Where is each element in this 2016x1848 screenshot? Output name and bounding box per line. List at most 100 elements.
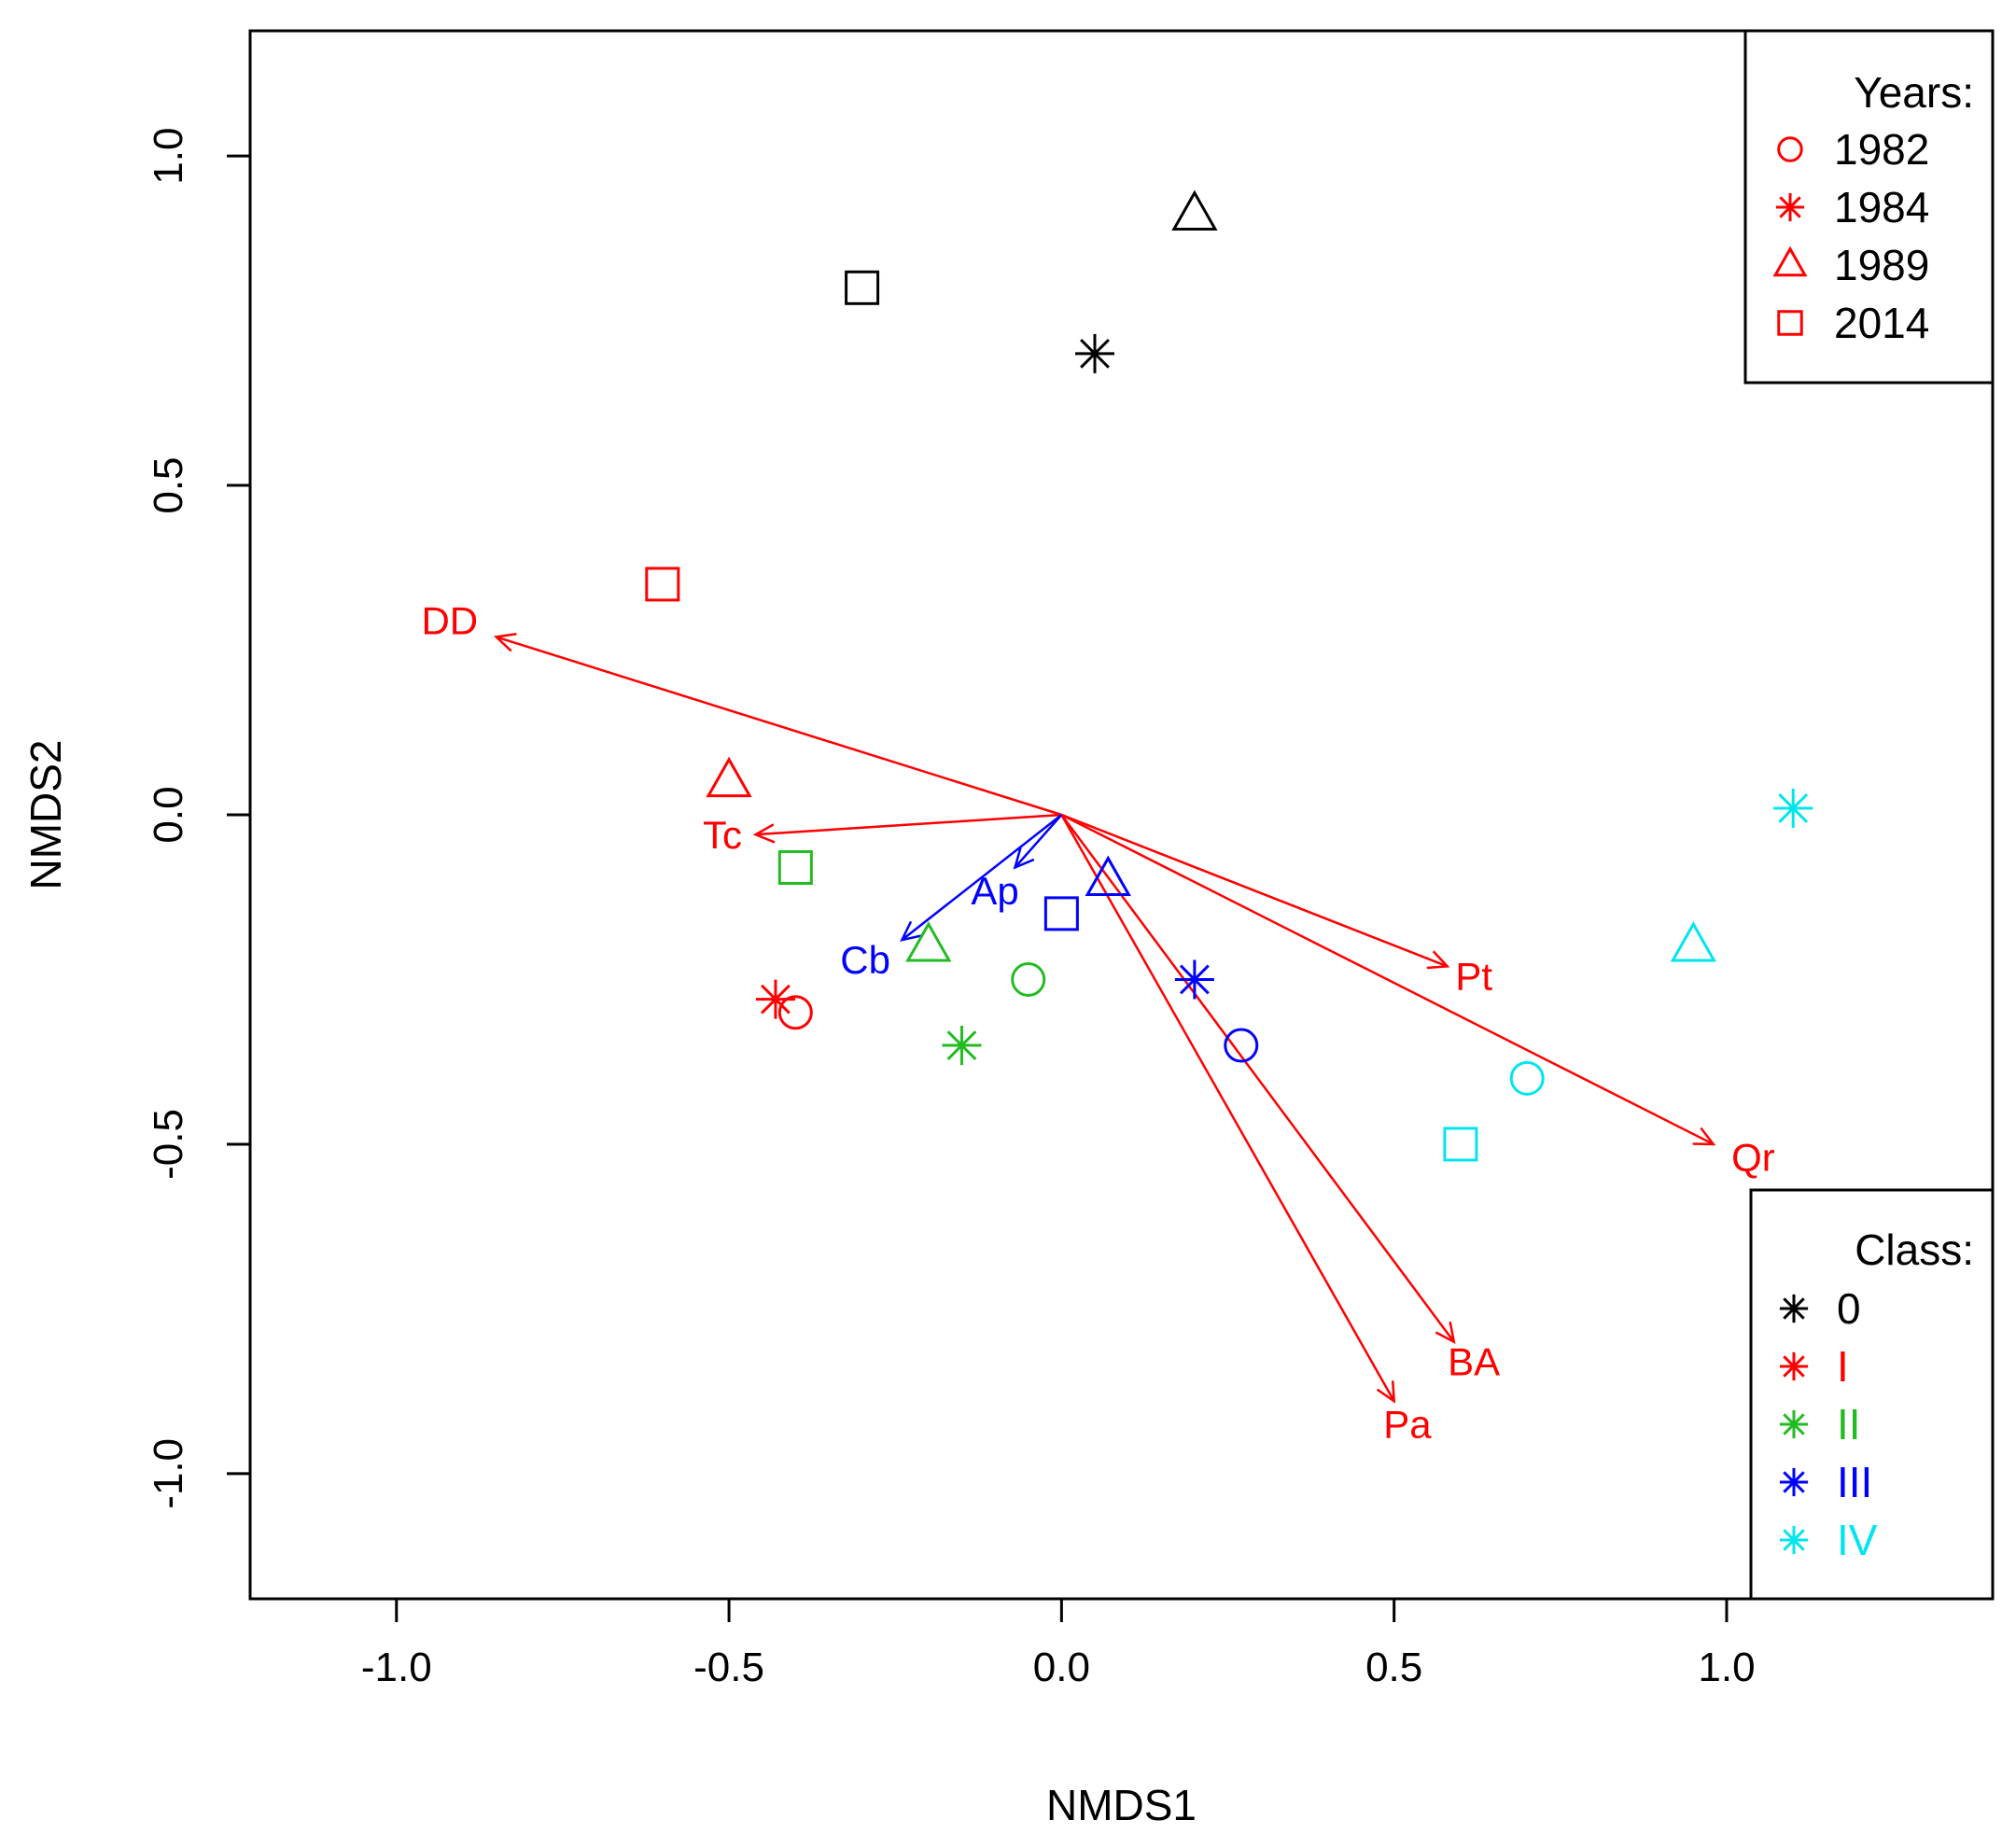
vector-arrowhead [1426, 950, 1450, 970]
legend-class-marker-0 [1779, 1294, 1809, 1323]
legend-class-label: II [1837, 1400, 1861, 1449]
vector-line [1060, 813, 1715, 1146]
point-class-ii-2014 [777, 849, 813, 885]
asterisk-stroke [946, 1030, 977, 1060]
vector-arrowhead [1692, 1127, 1716, 1146]
vector-arrowhead [900, 920, 923, 942]
point-class-iv-1984 [1773, 788, 1813, 828]
point-class-0-1989 [1171, 189, 1218, 231]
legend-class-marker-ii [1779, 1409, 1809, 1439]
legend-classes-title: Class: [1855, 1225, 1974, 1274]
asterisk-stroke [1779, 196, 1801, 218]
vector-label: DD [421, 598, 478, 642]
legend-years-title: Years: [1854, 68, 1974, 117]
vector-line [1014, 814, 1063, 869]
legend-years-label: 2014 [1834, 299, 1929, 347]
vector-line [1060, 814, 1395, 1402]
point-class-ii-1989 [905, 921, 952, 962]
x-tick-label: -1.0 [361, 1645, 432, 1690]
point-class-i-1982 [777, 995, 813, 1030]
point-class-i-1984 [755, 979, 795, 1019]
point-class-iii-1984 [1174, 959, 1214, 1000]
point-class-i-1989 [706, 756, 752, 798]
legend-years-label: 1982 [1834, 125, 1929, 174]
vector-label: Ap [971, 869, 1018, 913]
legend-class-label: 0 [1837, 1284, 1861, 1333]
point-class-i-2014 [645, 567, 680, 602]
point-class-iv-2014 [1443, 1127, 1478, 1162]
legend-years-label: 1989 [1834, 241, 1929, 289]
x-tick-label: -0.5 [693, 1645, 764, 1690]
vector-ap: Ap [971, 814, 1063, 913]
vector-tc: Tc [703, 813, 1062, 857]
y-tick-label: 0.0 [146, 786, 191, 843]
vector-label: Qr [1731, 1136, 1775, 1180]
vector-line [901, 814, 1063, 942]
vector-qr: Qr [1060, 813, 1775, 1180]
legend-class-label: IV [1837, 1516, 1878, 1564]
vector-pt: Pt [1060, 813, 1492, 999]
y-tick-label: -0.5 [146, 1109, 191, 1180]
vector-arrowhead [1376, 1380, 1396, 1404]
vector-label: Pt [1455, 955, 1492, 999]
point-class-iv-1989 [1670, 921, 1716, 962]
legend-years: Years: 1982 1984 1989 2014 [1743, 29, 1995, 385]
vector-dd: DD [421, 598, 1062, 817]
asterisk-stroke [1783, 1471, 1805, 1493]
point-class-iii-1982 [1224, 1028, 1259, 1063]
y-tick-label: 0.5 [146, 456, 191, 513]
vector-arrowhead [1013, 847, 1035, 870]
legend-years-marker-1982 [1777, 136, 1803, 162]
vector-line [1060, 814, 1455, 1343]
y-tick-label: 1.0 [146, 128, 191, 185]
point-class-iv-1982 [1509, 1060, 1545, 1096]
x-axis-title: NMDS1 [1046, 1781, 1197, 1829]
vector-label: BA [1448, 1340, 1500, 1384]
data-points [645, 189, 1813, 1162]
point-class-ii-1984 [942, 1026, 982, 1066]
plot-frame [248, 29, 1995, 1601]
vector-arrowhead [493, 633, 517, 652]
vector-pa: Pa [1060, 814, 1432, 1447]
asterisk-stroke [1080, 338, 1110, 369]
vector-arrowhead [1435, 1321, 1456, 1345]
asterisk-stroke [761, 984, 791, 1015]
point-class-iii-2014 [1043, 896, 1079, 931]
asterisk-stroke [1778, 793, 1809, 823]
x-tick-label: 1.0 [1698, 1645, 1755, 1690]
point-class-0-2014 [845, 270, 880, 305]
x-tick-label: 0.5 [1365, 1645, 1422, 1690]
vector-cb: Cb [840, 814, 1063, 982]
vector-line [755, 813, 1062, 836]
legend-classes-box [1749, 1188, 1995, 1601]
legend-class-marker-iii [1779, 1467, 1809, 1497]
legend-class-label: III [1837, 1458, 1872, 1506]
vector-label: Cb [840, 938, 890, 982]
legend-class-marker-iv [1779, 1525, 1809, 1555]
legend-class-label: I [1837, 1342, 1849, 1391]
legend-years-marker-1984 [1775, 192, 1805, 222]
point-class-iii-1989 [1085, 855, 1131, 896]
legend-class-marker-i [1779, 1351, 1809, 1381]
asterisk-stroke [1783, 1297, 1805, 1320]
x-tick-label: 0.0 [1033, 1645, 1090, 1690]
vectors: DD Tc Pt Qr BA Pa Ap Cb [421, 598, 1774, 1446]
vector-label: Pa [1383, 1403, 1432, 1447]
point-class-ii-1982 [1011, 961, 1046, 997]
vector-label: Tc [703, 813, 742, 857]
asterisk-stroke [1179, 964, 1210, 995]
legend-years-label: 1984 [1834, 183, 1929, 231]
legend-years-marker-2014 [1777, 310, 1803, 336]
asterisk-stroke [1783, 1529, 1805, 1551]
vector-arrowhead [752, 823, 776, 844]
asterisk-stroke [1783, 1413, 1805, 1435]
legend-years-marker-1989 [1772, 245, 1808, 277]
asterisk-stroke [1783, 1355, 1805, 1378]
vector-line [1060, 813, 1449, 968]
vector-line [496, 636, 1062, 817]
y-tick-label: -1.0 [146, 1438, 191, 1509]
point-class-0-1984 [1074, 333, 1114, 373]
